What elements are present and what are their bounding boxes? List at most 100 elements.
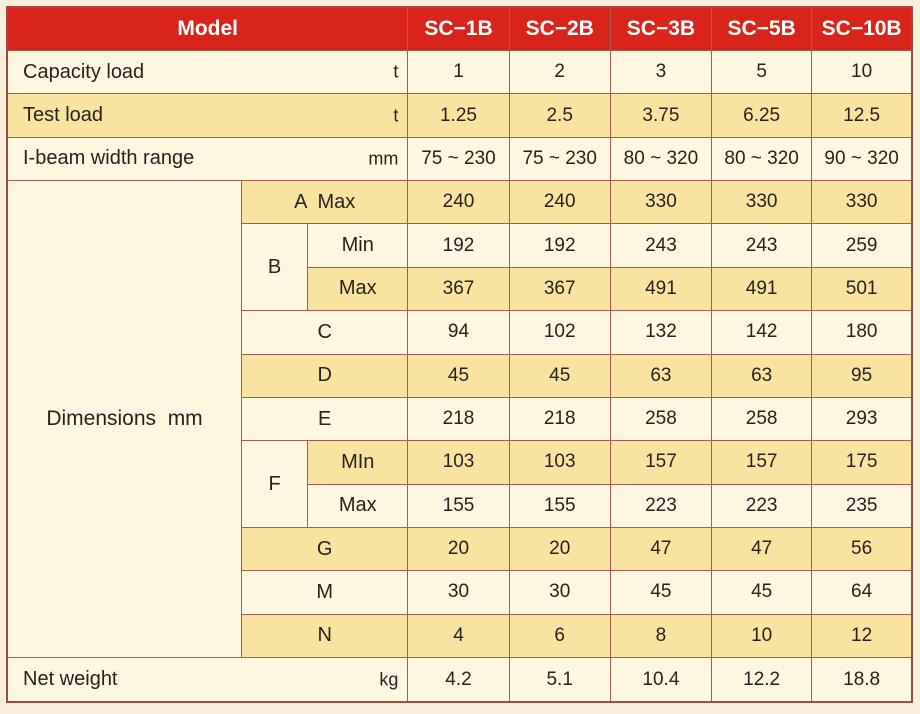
row-dim-d: D 45 45 63 63 95 xyxy=(7,353,913,398)
value-cell: 180 xyxy=(811,310,913,355)
value-cell: 103 xyxy=(407,440,510,485)
value-cell: 6.25 xyxy=(711,93,813,138)
value-cell: 2 xyxy=(508,49,611,95)
row-label-cell: t Test load xyxy=(6,93,409,138)
unit-label: t xyxy=(393,105,399,126)
dim-sub-label: A Max xyxy=(240,180,409,225)
row-capacity-load: t Capacity load 1 2 3 5 10 xyxy=(6,49,913,95)
model-col-header: SC−10B xyxy=(811,6,913,51)
value-cell: 157 xyxy=(609,440,713,485)
value-cell: 1 xyxy=(407,49,510,95)
value-cell: 12.2 xyxy=(711,657,813,703)
row-label: Capacity load xyxy=(23,60,145,83)
row-label: Test load xyxy=(23,104,104,127)
value-cell: 1.25 xyxy=(407,93,510,138)
dim-sub-label: E xyxy=(240,396,409,442)
value-cell: 94 xyxy=(407,310,510,355)
value-cell: 175 xyxy=(811,440,913,485)
value-cell: 45 xyxy=(711,570,813,615)
row-label-cell: t Capacity load xyxy=(6,49,409,95)
value-cell: 218 xyxy=(508,396,611,442)
value-cell: 367 xyxy=(508,266,611,312)
value-cell: 47 xyxy=(609,526,713,572)
model-col-header: SC−1B xyxy=(407,6,510,51)
value-cell: 132 xyxy=(609,310,713,355)
row-dim-a-max: Dimensions mm A Max 240 240 330 330 330 xyxy=(6,180,913,659)
value-cell: 240 xyxy=(407,180,510,225)
spec-table: Model SC−1B SC−2B SC−3B SC−5B SC−10B t C… xyxy=(6,6,913,703)
value-cell: 103 xyxy=(508,440,611,485)
row-label-cell: mm I-beam width range xyxy=(6,136,409,182)
dim-sub-label: Min xyxy=(307,223,409,268)
dim-sub-label: D xyxy=(240,353,409,398)
value-cell: 258 xyxy=(609,396,713,442)
value-cell: 142 xyxy=(711,310,813,355)
value-cell: 223 xyxy=(711,483,813,528)
value-cell: 10.4 xyxy=(609,657,713,703)
model-header-cell: Model xyxy=(6,6,409,51)
row-test-load: t Test load 1.25 2.5 3.75 6.25 12.5 xyxy=(6,93,913,138)
value-cell: 75 ~ 230 xyxy=(407,136,510,182)
dim-group-label-b: B xyxy=(240,223,309,312)
value-cell: 18.8 xyxy=(811,657,913,703)
value-cell: 80 ~ 320 xyxy=(711,136,813,182)
row-dim-m: M 30 30 45 45 64 xyxy=(7,570,913,615)
dim-sub-label: G xyxy=(240,526,409,572)
value-cell: 75 ~ 230 xyxy=(508,136,611,182)
value-cell: 218 xyxy=(407,396,510,442)
row-dim-n: N 4 6 8 10 12 xyxy=(7,613,913,659)
value-cell: 8 xyxy=(609,613,713,659)
value-cell: 155 xyxy=(508,483,611,528)
value-cell: 20 xyxy=(508,526,611,572)
value-cell: 90 ~ 320 xyxy=(811,136,913,182)
dim-sub-label: C xyxy=(240,310,409,355)
value-cell: 80 ~ 320 xyxy=(609,136,713,182)
row-label: Net weight xyxy=(23,668,118,691)
value-cell: 330 xyxy=(711,180,813,225)
value-cell: 6 xyxy=(508,613,611,659)
model-col-header: SC−5B xyxy=(711,6,813,51)
value-cell: 30 xyxy=(508,570,611,615)
value-cell: 192 xyxy=(407,223,510,268)
dim-group-label-f: F xyxy=(240,440,309,528)
value-cell: 330 xyxy=(811,180,913,225)
value-cell: 10 xyxy=(711,613,813,659)
row-ibeam-width-range: mm I-beam width range 75 ~ 230 75 ~ 230 … xyxy=(6,136,913,182)
value-cell: 10 xyxy=(811,49,913,95)
row-dim-g: G 20 20 47 47 56 xyxy=(7,526,913,572)
value-cell: 5.1 xyxy=(508,657,611,703)
value-cell: 5 xyxy=(711,49,813,95)
row-net-weight: kg Net weight 4.2 5.1 10.4 12.2 18.8 xyxy=(6,657,913,703)
header-row: Model SC−1B SC−2B SC−3B SC−5B SC−10B xyxy=(6,6,913,51)
value-cell: 47 xyxy=(711,526,813,572)
value-cell: 367 xyxy=(407,266,510,312)
model-col-header: SC−2B xyxy=(508,6,611,51)
row-dim-b-max: Max 367 367 491 491 501 xyxy=(7,266,913,312)
unit-label: mm xyxy=(368,148,399,169)
unit-label: kg xyxy=(379,669,399,690)
value-cell: 3 xyxy=(609,49,713,95)
dim-sub-label: M xyxy=(240,570,409,615)
row-label: I-beam width range xyxy=(23,147,195,170)
model-col-header: SC−3B xyxy=(609,6,713,51)
unit-label: t xyxy=(393,61,399,82)
row-dim-b-min: B Min 192 192 243 243 259 xyxy=(7,223,913,312)
value-cell: 12.5 xyxy=(811,93,913,138)
value-cell: 330 xyxy=(609,180,713,225)
value-cell: 30 xyxy=(407,570,510,615)
value-cell: 258 xyxy=(711,396,813,442)
value-cell: 4 xyxy=(407,613,510,659)
value-cell: 45 xyxy=(508,353,611,398)
dim-sub-label: Max xyxy=(307,483,409,528)
value-cell: 235 xyxy=(811,483,913,528)
value-cell: 192 xyxy=(508,223,611,268)
dim-sub-label: N xyxy=(240,613,409,659)
value-cell: 12 xyxy=(811,613,913,659)
row-dim-e: E 218 218 258 258 293 xyxy=(7,396,913,442)
value-cell: 4.2 xyxy=(407,657,510,703)
value-cell: 223 xyxy=(609,483,713,528)
value-cell: 3.75 xyxy=(609,93,713,138)
dim-sub-label: Max xyxy=(307,266,409,312)
dim-sub-label: MIn xyxy=(307,440,409,485)
